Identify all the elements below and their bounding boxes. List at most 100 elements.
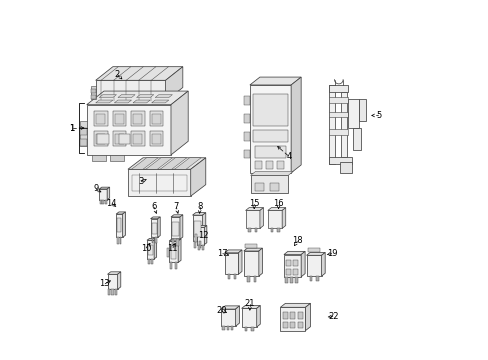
Bar [131,175,187,191]
Bar [244,327,247,331]
Bar [233,274,236,279]
Bar [149,131,163,146]
Polygon shape [174,158,201,169]
Polygon shape [171,91,188,155]
Text: 15: 15 [248,199,259,208]
Bar [105,200,106,204]
Polygon shape [301,251,305,277]
Polygon shape [250,171,293,175]
Polygon shape [99,189,107,200]
Bar [108,289,110,295]
Bar [166,248,169,257]
Bar [149,111,163,126]
Polygon shape [160,158,186,169]
Polygon shape [321,252,325,276]
Bar [91,86,96,99]
Polygon shape [147,240,154,259]
Text: 12: 12 [198,231,208,240]
Bar [193,241,196,248]
Bar [133,114,142,124]
Polygon shape [150,217,160,219]
Bar [265,161,273,169]
Text: 18: 18 [292,237,302,246]
Text: 17: 17 [217,249,227,258]
Bar [199,241,201,248]
Bar [92,155,106,161]
Bar [120,237,121,244]
Bar [282,312,287,319]
Bar [307,248,320,252]
Bar [253,276,256,282]
Bar [80,128,86,135]
Polygon shape [122,212,125,237]
Bar [244,96,249,105]
Polygon shape [249,77,301,85]
Bar [251,327,254,331]
Polygon shape [352,128,360,149]
Bar [115,134,123,144]
Bar [269,183,278,192]
Polygon shape [224,253,238,274]
Bar [91,89,96,93]
Text: 16: 16 [273,199,284,208]
Bar [297,312,302,319]
Polygon shape [290,77,301,173]
Polygon shape [118,95,135,98]
Polygon shape [178,239,181,262]
Polygon shape [339,162,351,173]
Polygon shape [171,217,180,239]
Bar [152,114,161,124]
Polygon shape [136,95,153,98]
Bar [112,111,126,126]
Bar [172,222,178,235]
Polygon shape [241,309,256,327]
Bar [80,139,86,146]
Polygon shape [244,251,258,276]
Bar [253,94,287,126]
Polygon shape [341,92,346,157]
Polygon shape [107,187,109,200]
Polygon shape [192,213,205,215]
Bar [244,114,249,123]
Bar [295,277,298,283]
Polygon shape [96,80,165,101]
Bar [253,130,287,142]
Text: 2: 2 [114,70,120,79]
Text: 4: 4 [286,152,291,161]
Bar [111,289,113,295]
Bar [148,259,149,264]
Bar [94,111,107,126]
Bar [91,95,96,99]
Bar [222,326,224,330]
Polygon shape [151,100,168,103]
Polygon shape [154,238,156,259]
Bar [133,134,142,144]
Polygon shape [116,212,125,214]
Polygon shape [328,112,348,117]
Polygon shape [348,99,359,128]
Polygon shape [306,252,325,255]
Bar [255,146,285,158]
Polygon shape [180,215,183,239]
Polygon shape [221,306,239,309]
Text: 22: 22 [327,312,338,321]
Polygon shape [241,306,260,309]
Bar [254,228,257,232]
Bar [244,244,257,248]
Polygon shape [258,248,262,276]
Polygon shape [204,226,206,244]
Polygon shape [238,250,242,274]
Bar [152,134,161,144]
Bar [289,321,294,328]
Polygon shape [202,213,205,241]
Text: 6: 6 [151,202,157,211]
Polygon shape [116,214,122,237]
Bar [285,277,287,283]
Polygon shape [284,255,301,277]
Bar [293,269,297,275]
Bar [244,149,249,158]
Bar [285,260,290,266]
Bar [131,111,144,126]
Polygon shape [165,67,183,101]
Polygon shape [133,100,150,103]
